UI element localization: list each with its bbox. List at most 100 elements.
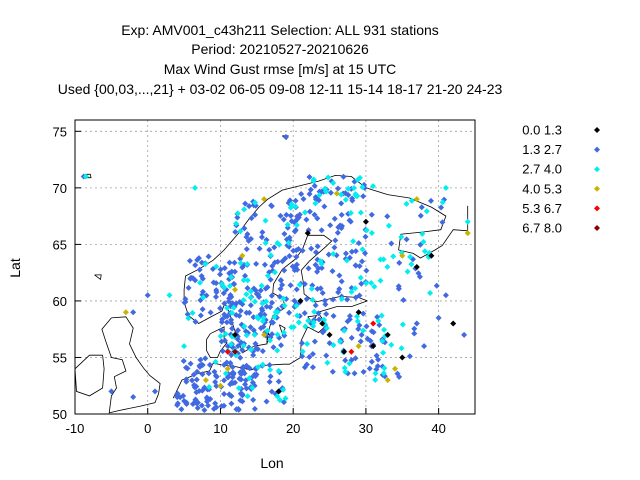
y-tick-label: 70 [53,181,67,196]
data-point [254,346,261,353]
data-point [344,318,351,325]
legend-marker [594,205,600,212]
data-point [277,285,284,292]
data-point [406,353,413,360]
data-point [363,227,370,234]
data-point [224,365,231,372]
data-point [189,309,196,316]
data-point [314,268,321,275]
data-point [231,259,238,266]
data-point [286,253,293,260]
data-point [280,216,287,223]
data-point [213,373,220,380]
data-point [418,204,425,211]
data-point [346,217,353,224]
data-point [338,200,345,207]
data-point [330,180,337,187]
data-point [199,371,206,378]
data-point [252,211,259,218]
data-point [202,377,209,384]
data-point [202,355,209,362]
data-point [352,248,359,255]
data-point [330,250,337,257]
data-point [346,312,353,319]
y-tick-label: 50 [53,407,67,422]
data-point [321,203,328,210]
x-tick-label: 30 [359,421,373,436]
data-point [281,302,288,309]
data-point [349,195,356,202]
y-axis-label: Lat [7,258,23,278]
data-point [270,344,277,351]
data-point [222,370,229,377]
data-point [360,327,367,334]
data-point [308,285,315,292]
data-point [269,299,276,306]
data-point [287,204,294,211]
data-point [237,307,244,314]
data-point [206,383,213,390]
data-point [329,268,336,275]
data-point [262,239,269,246]
data-point [300,195,307,202]
legend-label: 0.0 1.3 [522,123,562,138]
data-point [381,365,388,372]
data-point [348,248,355,255]
data-point [207,309,214,316]
data-point [354,318,361,325]
data-point [423,208,430,215]
data-point [352,262,359,269]
data-point [180,392,187,399]
data-point [343,257,350,264]
data-point [232,348,238,355]
data-point [355,240,362,247]
data-point [246,309,253,316]
data-point [298,191,305,198]
data-point [275,378,282,385]
data-point [286,234,293,241]
data-point [242,381,249,388]
data-point [252,287,259,294]
data-point [304,340,311,347]
data-point [259,229,266,236]
data-point [301,310,308,317]
data-point [218,403,225,410]
data-point [318,227,325,234]
data-point [233,311,240,318]
data-point [197,312,204,319]
data-point [213,263,220,270]
data-point [217,305,224,312]
data-point [318,264,325,271]
data-point [341,327,348,334]
data-point [338,278,345,285]
data-point [355,343,362,350]
data-point [271,259,278,266]
data-point [249,379,256,386]
data-point [235,385,242,392]
data-point [185,315,192,322]
data-point [233,220,240,227]
data-point [223,359,230,366]
data-point [327,189,334,196]
data-point [266,378,273,385]
data-point [413,320,420,327]
data-point [181,299,188,306]
data-point [417,212,424,219]
data-point [373,366,380,373]
data-point [226,259,233,266]
data-point [218,327,225,334]
data-point [330,342,337,349]
data-point [324,359,331,366]
data-point [306,208,313,215]
data-point [354,192,361,199]
data-point [376,322,383,329]
data-point [420,238,427,245]
data-point [217,382,224,389]
data-point [185,284,192,291]
data-point [274,309,281,316]
coastline-segment [101,316,161,414]
data-point [299,353,306,360]
data-point [311,308,318,315]
data-point [350,238,357,245]
legend-marker [594,146,600,153]
